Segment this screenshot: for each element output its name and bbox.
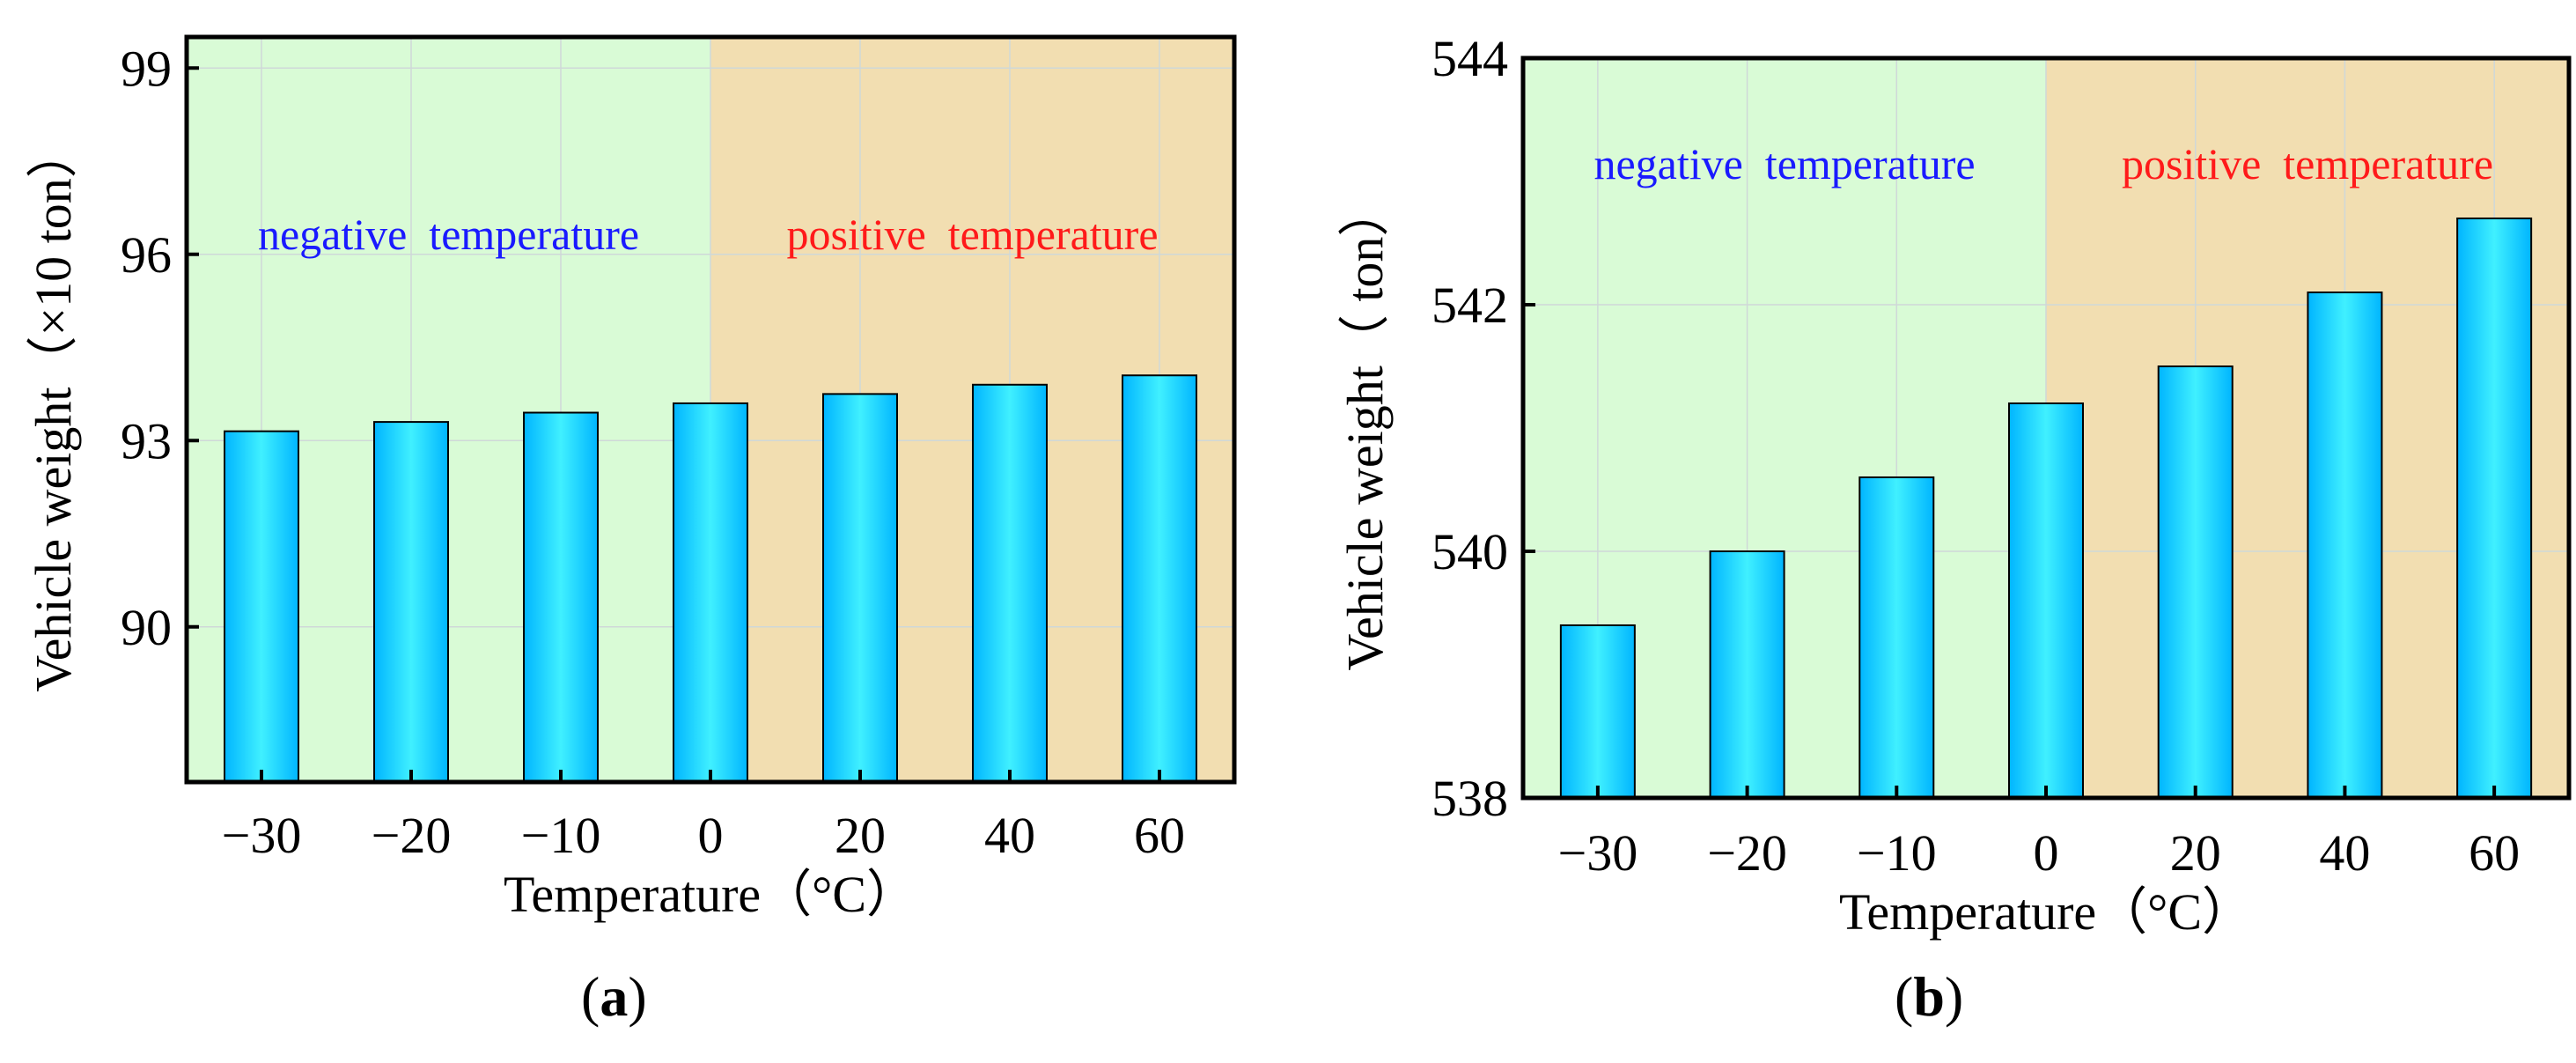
y-axis-label: Vehicle weight（ ton） xyxy=(1336,186,1394,671)
panel-label-a: (a) xyxy=(581,965,647,1028)
chart-b: negative temperature positive temperature… xyxy=(1336,30,2572,941)
y-tick-label: 99 xyxy=(121,40,172,97)
x-tick-label: 60 xyxy=(1134,807,1185,864)
x-tick-label: −10 xyxy=(521,807,601,864)
region-label: positive temperature xyxy=(786,210,1158,259)
region-label: negative temperature xyxy=(1593,139,1975,188)
bar xyxy=(972,383,1048,783)
bar xyxy=(224,430,299,783)
bar xyxy=(673,402,748,783)
y-tick-label: 540 xyxy=(1432,523,1508,580)
x-tick-label: −20 xyxy=(372,807,452,864)
bar xyxy=(523,411,599,783)
x-tick-label: 60 xyxy=(2469,824,2520,882)
x-tick-label: 0 xyxy=(2034,824,2059,882)
region-label: positive temperature xyxy=(2122,139,2493,188)
y-tick-label: 90 xyxy=(121,599,172,656)
x-axis-label: Temperature（°C） xyxy=(1839,883,2253,941)
y-tick-label: 542 xyxy=(1432,277,1508,334)
bar xyxy=(1709,550,1785,799)
y-tick-label: 538 xyxy=(1432,770,1508,827)
bar xyxy=(2307,292,2383,799)
bar xyxy=(1559,624,1636,799)
x-axis-label: Temperature（°C） xyxy=(504,866,917,923)
y-tick-label: 93 xyxy=(121,412,172,469)
y-tick-label: 96 xyxy=(121,226,172,284)
bar xyxy=(1858,476,1935,799)
chart-a: negative temperature positive temperature… xyxy=(25,34,1237,923)
x-tick-label: 20 xyxy=(835,807,886,864)
region-label: negative temperature xyxy=(258,210,639,259)
x-tick-label: 0 xyxy=(698,807,724,864)
bar xyxy=(822,393,898,783)
x-tick-label: 40 xyxy=(2319,824,2370,882)
x-tick-label: −30 xyxy=(1557,824,1638,882)
x-tick-label: 20 xyxy=(2170,824,2221,882)
x-tick-label: 40 xyxy=(984,807,1035,864)
x-tick-label: −20 xyxy=(1707,824,1787,882)
bar xyxy=(373,421,449,783)
y-tick-label: 544 xyxy=(1432,30,1508,87)
bar xyxy=(2008,402,2084,799)
panel-label-b: (b) xyxy=(1895,965,1964,1028)
y-axis-label: Vehicle weight（×10 ton） xyxy=(25,127,82,692)
bar xyxy=(1122,374,1197,783)
x-tick-label: −30 xyxy=(222,807,302,864)
x-tick-label: −10 xyxy=(1857,824,1937,882)
bar xyxy=(2157,365,2234,799)
bar xyxy=(2456,218,2533,799)
